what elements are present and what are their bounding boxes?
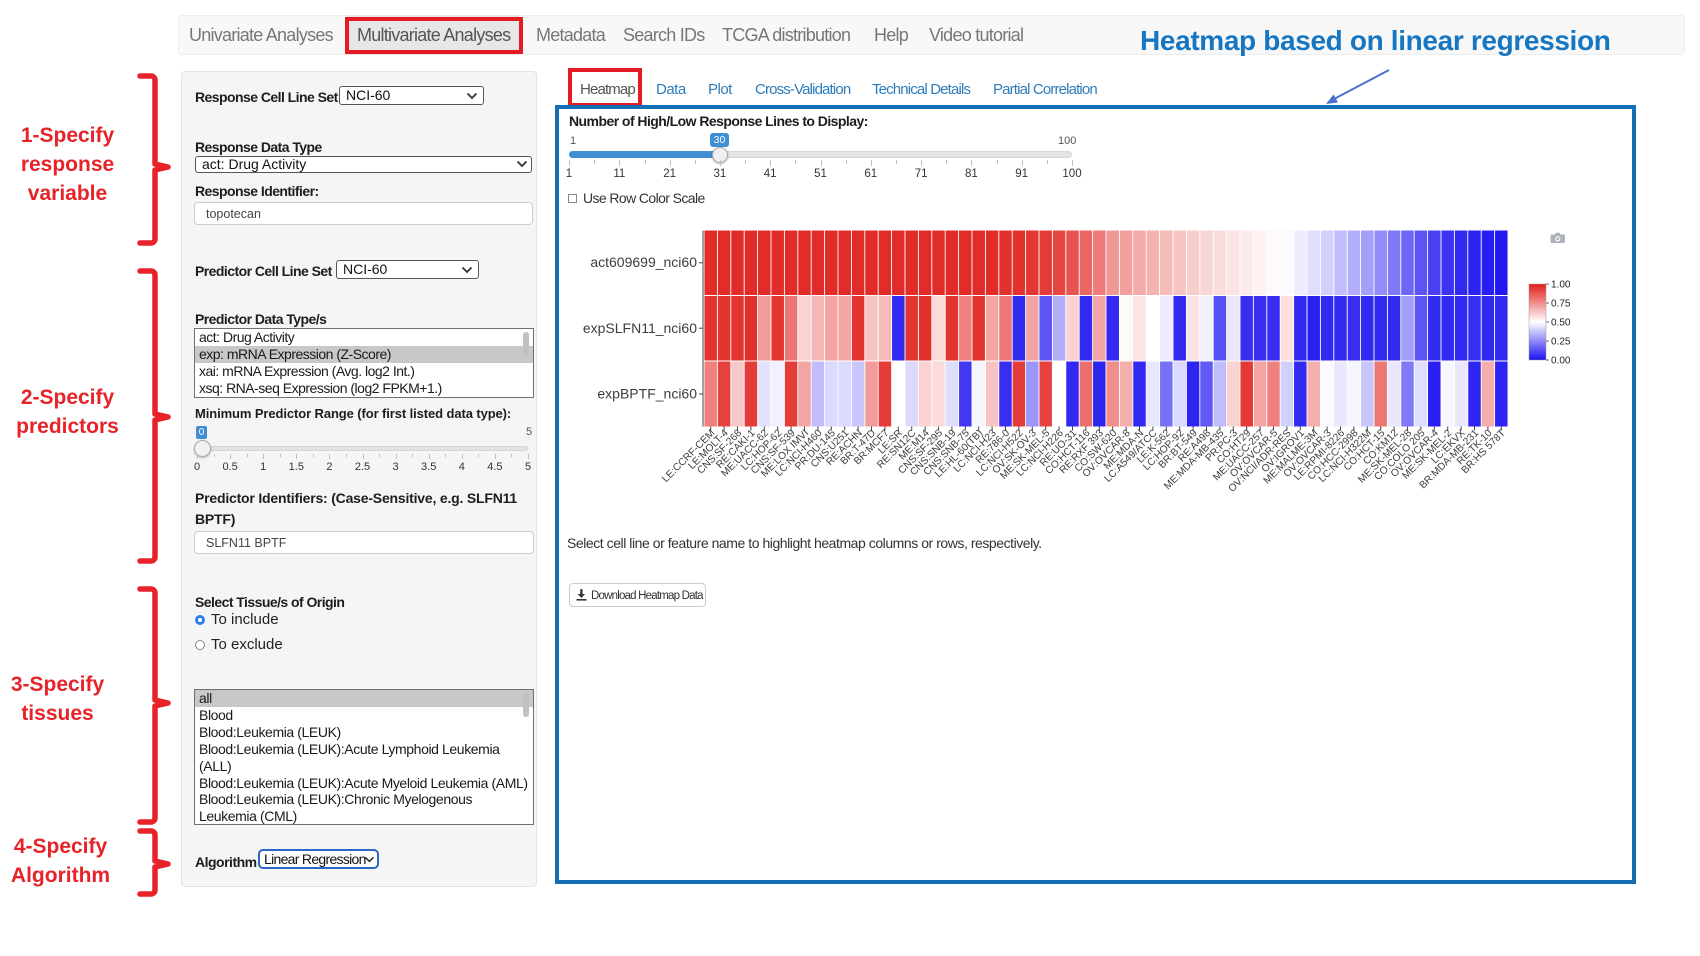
svg-text:expSLFN11_nci60: expSLFN11_nci60 (583, 320, 697, 336)
svg-text:0.00: 0.00 (1551, 356, 1571, 367)
svg-text:0.50: 0.50 (1551, 318, 1571, 329)
svg-text:act609699_nci60: act609699_nci60 (590, 254, 697, 270)
svg-text:0.75: 0.75 (1551, 299, 1571, 310)
svg-text:0.25: 0.25 (1551, 337, 1571, 348)
svg-text:expBPTF_nci60: expBPTF_nci60 (597, 386, 697, 402)
svg-text:1.00: 1.00 (1551, 280, 1571, 291)
